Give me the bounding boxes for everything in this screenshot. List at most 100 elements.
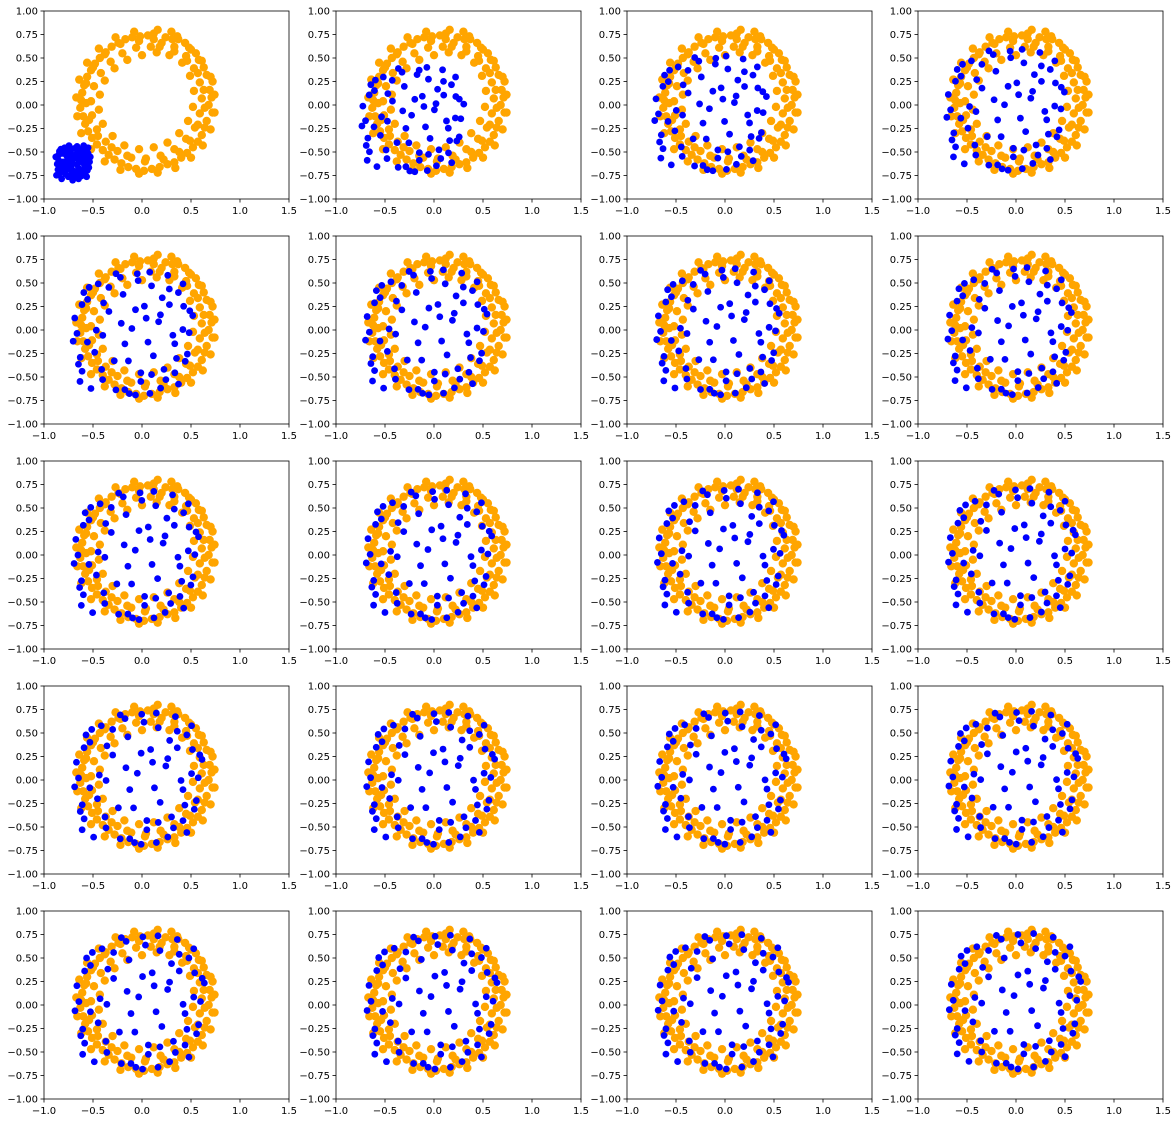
ring-point [386, 780, 396, 789]
ring-point [1072, 1041, 1081, 1050]
moving-point [491, 755, 499, 763]
ring-point [742, 1055, 751, 1064]
x-tick-label: 0.5 [475, 656, 491, 667]
moving-point [1013, 79, 1021, 87]
ring-point [402, 605, 411, 614]
moving-point [696, 100, 703, 108]
y-tick-label: 0.25 [599, 752, 621, 763]
moving-point [168, 813, 175, 821]
x-tick-label: 1.5 [1155, 881, 1171, 892]
moving-point [55, 151, 63, 159]
moving-point [774, 992, 782, 1000]
moving-point [1057, 83, 1065, 91]
moving-point [679, 81, 687, 89]
moving-point [101, 813, 109, 821]
ring-point [487, 784, 497, 793]
moving-point [133, 270, 141, 278]
moving-point [478, 349, 486, 357]
moving-point [452, 539, 460, 546]
moving-point [1037, 62, 1045, 70]
ring-point [480, 818, 490, 827]
ring-point [137, 950, 147, 960]
ring-point [373, 323, 383, 333]
ring-point [199, 288, 208, 297]
y-tick-label: 0.25 [308, 302, 330, 313]
y-tick-label: 0.50 [599, 504, 621, 515]
ring-point [370, 313, 379, 322]
x-tick-label: −0.5 [81, 656, 105, 667]
y-tick-label: 0.25 [890, 527, 912, 538]
moving-point [687, 741, 694, 749]
moving-point [766, 300, 774, 308]
moving-point [71, 1007, 79, 1015]
ring-point [140, 382, 150, 391]
x-tick-label: −1.0 [615, 206, 639, 217]
ring-point [195, 303, 205, 312]
moving-point [428, 526, 436, 534]
ring-point [423, 493, 433, 502]
moving-point [425, 150, 432, 158]
ring-point [691, 806, 700, 816]
moving-point [660, 1032, 668, 1039]
ring-point [116, 390, 125, 400]
ring-point [447, 717, 456, 726]
ring-point [780, 56, 789, 66]
moving-point [170, 505, 178, 513]
moving-point [148, 969, 156, 977]
ring-point [675, 1040, 685, 1049]
moving-point [376, 294, 384, 302]
ring-point [375, 352, 385, 361]
ring-point [758, 804, 767, 813]
moving-point [103, 1000, 111, 1008]
x-tick-label: 1.0 [232, 656, 248, 667]
moving-point [150, 488, 158, 495]
moving-point [662, 298, 670, 306]
moving-point [125, 357, 132, 365]
ring-point [210, 333, 219, 342]
moving-point [781, 997, 789, 1005]
ring-point [438, 717, 448, 726]
x-tick-label: −1.0 [615, 656, 639, 667]
ring-point [669, 369, 679, 379]
ring-point [191, 49, 201, 58]
ring-point [402, 514, 411, 523]
subplot-12: −1.0 −0.5 0.0 0.5 1.0 1.5−1.00−0.75−0.50−0.25… [881, 457, 1171, 668]
moving-point [388, 76, 396, 84]
y-tick-label: 0.25 [599, 527, 621, 538]
ring-point [780, 544, 789, 553]
ring-point [1071, 805, 1080, 815]
x-tick-label: 0.5 [475, 1106, 491, 1117]
ring-point [402, 289, 411, 298]
ring-point [392, 275, 401, 284]
ring-point [992, 499, 1001, 508]
ring-point [982, 581, 991, 591]
ring-point [170, 497, 179, 506]
moving-point [116, 711, 124, 719]
moving-point [475, 731, 483, 738]
ring-point [683, 607, 692, 616]
moving-point [972, 720, 980, 728]
y-tick-label: −0.50 [299, 823, 330, 834]
moving-point [152, 709, 160, 717]
moving-point [1013, 709, 1020, 716]
moving-point [1061, 497, 1069, 505]
y-tick-label: −0.25 [590, 799, 621, 810]
y-tick-label: −0.25 [881, 574, 912, 585]
ring-point [175, 822, 184, 832]
ring-point [116, 1065, 125, 1075]
ring-point [1067, 68, 1077, 78]
moving-point [117, 319, 125, 327]
ring-point [183, 1016, 193, 1026]
x-tick-label: 1.5 [281, 881, 297, 892]
ring-point [689, 732, 698, 741]
ring-point [129, 252, 139, 261]
moving-point [155, 318, 163, 326]
ring-point [376, 790, 386, 800]
x-tick-label: 0.5 [766, 656, 782, 667]
moving-point [58, 175, 66, 183]
moving-point [482, 944, 490, 952]
moving-point [724, 65, 732, 73]
y-tick-label: 0.75 [16, 480, 38, 491]
moving-point [1020, 59, 1028, 67]
ring-point [89, 82, 99, 91]
